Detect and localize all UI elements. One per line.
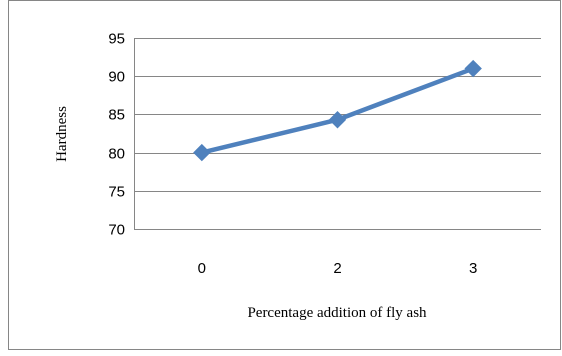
y-tick-label: 95 (108, 31, 125, 48)
series-layer (193, 59, 482, 162)
x-tick-labels: 0 2 3 (198, 260, 478, 277)
chart-border (8, 0, 561, 350)
y-tick-labels: 70 75 80 85 90 95 (108, 31, 125, 239)
x-tick-label: 0 (198, 260, 206, 277)
x-tick-label: 2 (333, 260, 341, 277)
x-axis-title: Percentage addition of fly ash (247, 305, 427, 321)
data-point-marker (464, 59, 482, 78)
y-tick-label: 70 (108, 222, 125, 239)
y-tick-label: 85 (108, 107, 125, 124)
y-tick-label: 90 (108, 69, 125, 86)
x-tick-label: 3 (469, 260, 477, 277)
y-tick-label: 80 (108, 146, 125, 163)
data-point-marker (328, 111, 347, 129)
y-axis-title: Hardness (54, 106, 70, 162)
y-tick-label: 75 (108, 184, 125, 201)
data-point-marker (193, 143, 211, 162)
